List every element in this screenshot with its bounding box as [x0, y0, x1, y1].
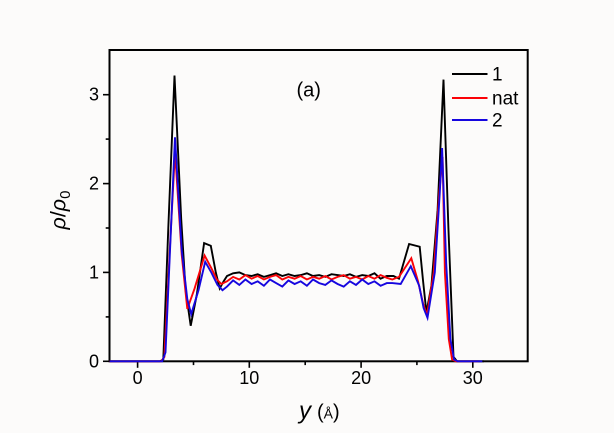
svg-text:nat: nat [492, 89, 519, 110]
svg-text:y: y [297, 398, 313, 425]
svg-text:2: 2 [492, 111, 503, 132]
svg-text:1: 1 [89, 262, 99, 282]
svg-text:30: 30 [463, 368, 483, 388]
svg-text:1: 1 [492, 65, 503, 86]
svg-text:0: 0 [89, 351, 99, 371]
svg-text:10: 10 [239, 368, 259, 388]
svg-text:0: 0 [133, 368, 143, 388]
svg-text:2: 2 [89, 174, 99, 194]
svg-text:(Å): (Å) [317, 402, 340, 424]
svg-text:(a): (a) [297, 80, 321, 102]
svg-text:3: 3 [89, 85, 99, 105]
svg-text:20: 20 [351, 368, 371, 388]
